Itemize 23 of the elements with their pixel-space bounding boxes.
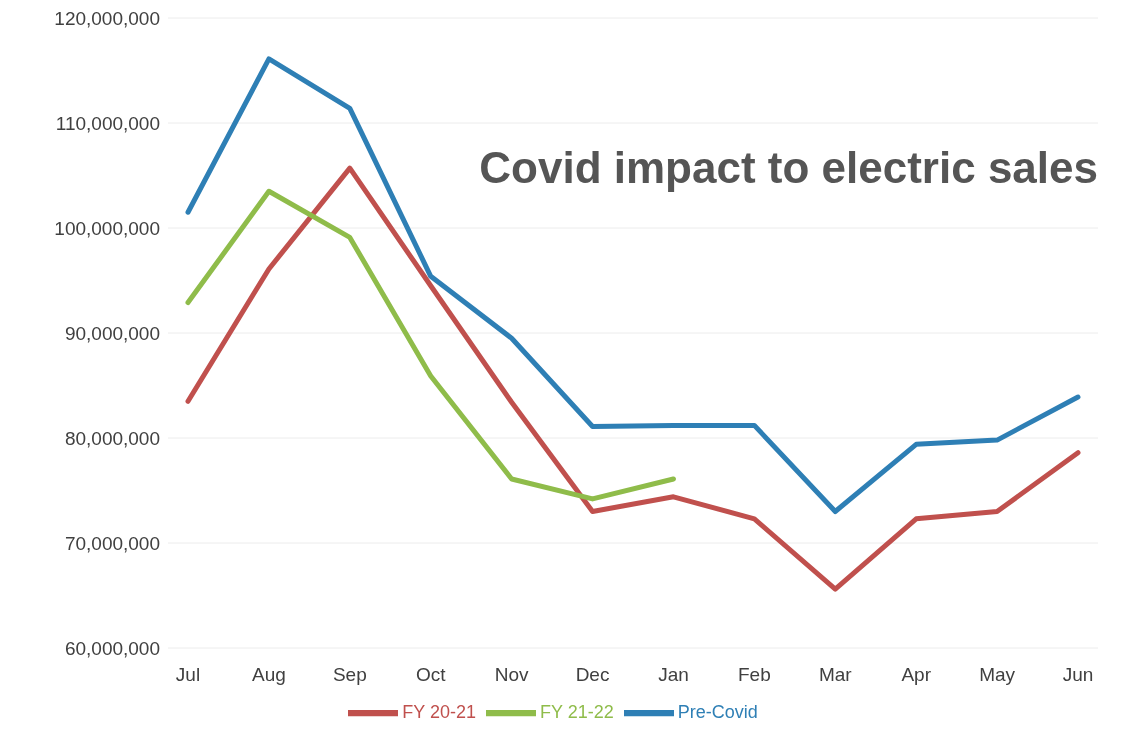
x-tick-label: May [979,664,1016,686]
y-tick-label: 110,000,000 [55,112,160,134]
y-tick-label: 70,000,000 [64,532,160,554]
x-tick-label: Jul [175,664,201,686]
y-tick-label: 90,000,000 [64,322,160,344]
x-tick-label: Apr [901,664,932,686]
legend-label: Pre-Covid [677,701,758,722]
x-tick-label: Sep [332,664,367,686]
legend-label: FY 21-22 [539,701,614,722]
x-tick-label: Oct [415,664,447,686]
legend-label: FY 20-21 [402,701,476,722]
x-tick-label: Mar [818,664,853,686]
x-tick-label: Jan [658,664,689,686]
y-tick-label: 60,000,000 [64,637,160,659]
text: Covid impact to electric sales [479,143,1098,193]
x-tick-label: Nov [494,664,530,686]
x-tick-label: Feb [737,664,771,686]
y-tick-label: 100,000,000 [54,217,160,239]
x-tick-label: Aug [252,664,286,686]
x-tick-label: Dec [575,664,610,686]
y-tick-label: 80,000,000 [64,427,160,449]
y-tick-label: 120,000,000 [54,7,160,29]
x-tick-label: Jun [1062,664,1094,686]
